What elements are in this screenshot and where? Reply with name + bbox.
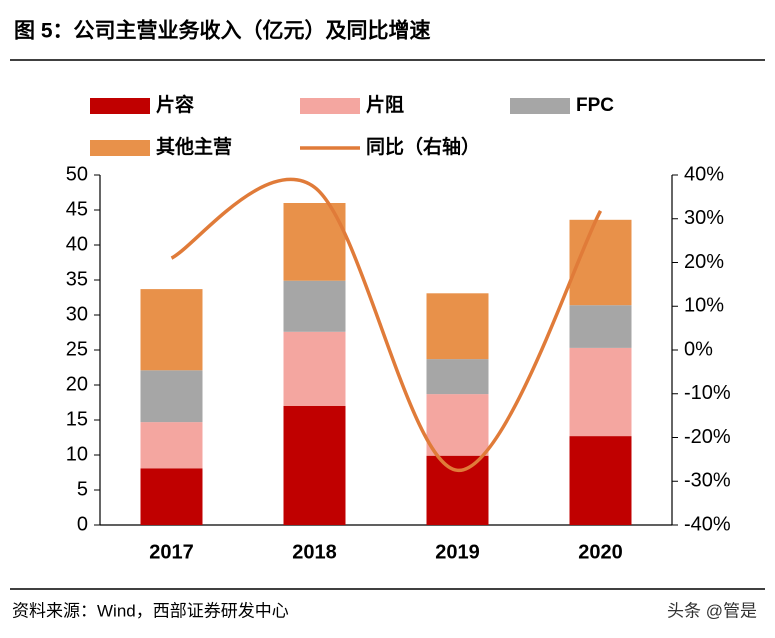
bar bbox=[426, 359, 489, 395]
legend-label: 片阻 bbox=[366, 93, 404, 116]
watermark: 头条 @管是 bbox=[667, 601, 757, 620]
x-tick-label: 2019 bbox=[435, 541, 480, 563]
y2-tick-label: -20% bbox=[684, 426, 731, 448]
legend-swatch bbox=[510, 98, 570, 114]
y-tick-label: 45 bbox=[66, 198, 88, 220]
legend-label: 其他主营 bbox=[156, 135, 232, 158]
legend-swatch bbox=[90, 140, 150, 156]
y-tick-label: 25 bbox=[66, 338, 88, 360]
source: 资料来源：Wind，西部证券研发中心 bbox=[12, 601, 289, 620]
bar bbox=[569, 436, 632, 525]
y-tick-label: 5 bbox=[77, 478, 88, 500]
y-tick-label: 10 bbox=[66, 443, 88, 465]
bar bbox=[283, 331, 346, 406]
x-tick-label: 2018 bbox=[292, 541, 337, 563]
y-tick-label: 35 bbox=[66, 268, 88, 290]
y2-tick-label: -10% bbox=[684, 382, 731, 404]
bar bbox=[569, 347, 632, 437]
y-tick-label: 50 bbox=[66, 163, 88, 185]
y2-tick-label: 0% bbox=[684, 338, 713, 360]
line bbox=[170, 177, 603, 473]
bar bbox=[569, 305, 632, 348]
bar bbox=[140, 370, 203, 423]
legend-label: 同比（右轴） bbox=[366, 135, 480, 158]
y2-tick-label: 10% bbox=[684, 295, 724, 317]
y-tick-label: 15 bbox=[66, 408, 88, 430]
bar bbox=[140, 468, 203, 525]
bar bbox=[426, 455, 489, 525]
bar bbox=[140, 289, 203, 371]
y2-tick-label: 20% bbox=[684, 251, 724, 273]
y-tick-label: 20 bbox=[66, 373, 88, 395]
legend-label: 片容 bbox=[156, 93, 194, 116]
chart-title: 图 5：公司主营业务收入（亿元）及同比增速 bbox=[14, 19, 431, 43]
y-tick-label: 30 bbox=[66, 303, 88, 325]
legend-swatch bbox=[90, 98, 150, 114]
bar bbox=[283, 280, 346, 332]
x-tick-label: 2017 bbox=[149, 541, 194, 563]
y-tick-label: 0 bbox=[77, 513, 88, 535]
legend-label: FPC bbox=[576, 95, 614, 116]
y2-tick-label: 30% bbox=[684, 207, 724, 229]
x-tick-label: 2020 bbox=[578, 541, 623, 563]
bar bbox=[426, 394, 489, 456]
y2-tick-label: -30% bbox=[684, 470, 731, 492]
legend-swatch bbox=[300, 98, 360, 114]
bar bbox=[283, 406, 346, 525]
bar bbox=[140, 422, 203, 469]
y2-tick-label: -40% bbox=[684, 513, 731, 535]
bar bbox=[426, 293, 489, 360]
y-tick-label: 40 bbox=[66, 233, 88, 255]
y2-tick-label: 40% bbox=[684, 163, 724, 185]
